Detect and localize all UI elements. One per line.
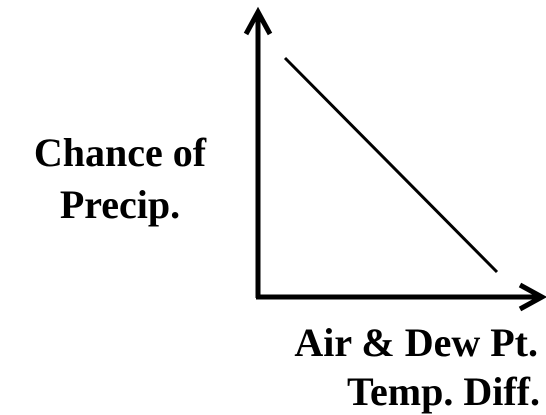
y-axis-label: Chance of	[34, 130, 207, 175]
x-axis-label: Air & Dew Pt.	[294, 320, 538, 365]
x-axis-arrow	[518, 282, 546, 312]
x-axis-label: Temp. Diff.	[347, 369, 540, 414]
y-axis-arrow	[243, 6, 273, 36]
y-axis-label: Precip.	[60, 182, 180, 227]
trend-line	[283, 56, 499, 274]
